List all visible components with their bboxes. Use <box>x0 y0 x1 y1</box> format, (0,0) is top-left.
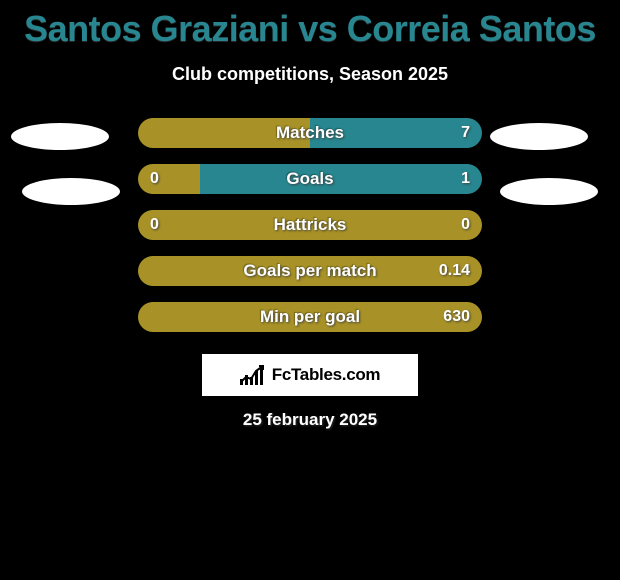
stat-bar <box>138 302 482 332</box>
stat-row: Matches7 <box>0 118 620 164</box>
stat-value-right: 7 <box>461 118 470 148</box>
stat-row: Min per goal630 <box>0 302 620 348</box>
stat-row: Hattricks00 <box>0 210 620 256</box>
stat-value-right: 630 <box>443 302 470 332</box>
stat-bar-left <box>138 210 482 240</box>
stat-row: Goals01 <box>0 164 620 210</box>
snapshot-date: 25 february 2025 <box>0 410 620 430</box>
stat-bar-right <box>200 164 482 194</box>
stat-value-right: 0 <box>461 210 470 240</box>
stat-bar-right <box>310 118 482 148</box>
stat-value-left: 0 <box>150 164 159 194</box>
stat-value-right: 1 <box>461 164 470 194</box>
stat-bar <box>138 164 482 194</box>
comparison-title: Santos Graziani vs Correia Santos <box>0 0 620 50</box>
stat-value-right: 0.14 <box>439 256 470 286</box>
stat-bar-left <box>138 118 310 148</box>
stat-bar <box>138 210 482 240</box>
stat-bar <box>138 256 482 286</box>
stat-row: Goals per match0.14 <box>0 256 620 302</box>
stat-bar-left <box>138 256 482 286</box>
stat-bar <box>138 118 482 148</box>
stat-bar-left <box>138 302 482 332</box>
source-logo-text: FcTables.com <box>272 365 381 385</box>
stat-bar-left <box>138 164 200 194</box>
source-logo: FcTables.com <box>202 354 418 396</box>
trend-line-icon <box>240 365 266 385</box>
comparison-subtitle: Club competitions, Season 2025 <box>0 64 620 85</box>
stats-rows-container: Matches7Goals01Hattricks00Goals per matc… <box>0 118 620 348</box>
stat-value-left: 0 <box>150 210 159 240</box>
chart-icon <box>240 365 266 385</box>
